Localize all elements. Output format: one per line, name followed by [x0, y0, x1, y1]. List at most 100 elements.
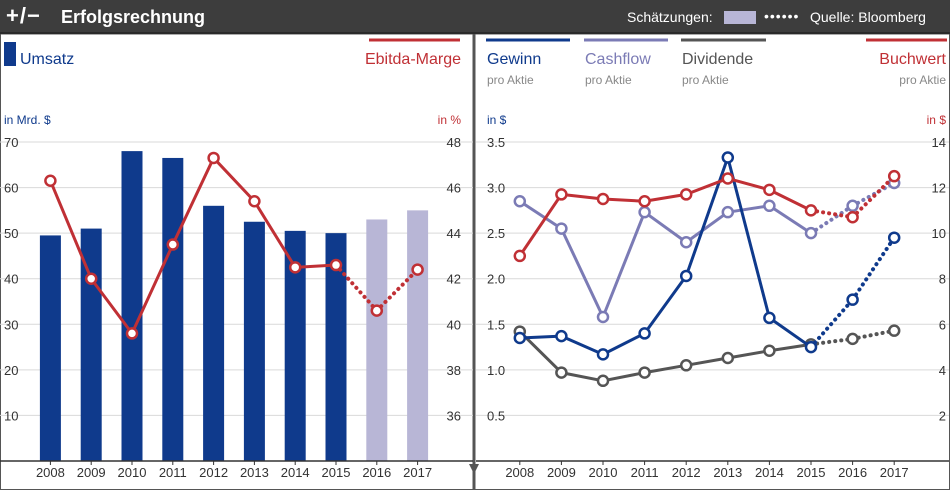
ebitda-marge-point — [125, 327, 139, 340]
x-tick-label: 2011 — [159, 465, 187, 480]
x-tick-label: 2017 — [403, 465, 432, 480]
cashflow-segment — [767, 204, 813, 235]
buchwert-segment — [767, 188, 813, 212]
right-chart: 0.5 1.0 1.5 2.0 2.5 3.0 3.5 2 4 6 8 10 12 14 2008 2009 2… — [476, 135, 949, 480]
ebitda-marge-point — [329, 258, 343, 272]
ebitda-marge-segment — [252, 199, 297, 269]
ebitda-marge-point — [44, 174, 57, 187]
gewinn-segment — [601, 331, 647, 356]
left-y-tick-label: 1.5 — [487, 317, 505, 332]
x-tick-label: 2009 — [77, 465, 106, 480]
right-y-tick-label: 46 — [447, 181, 461, 196]
estimates-label: Schätzungen: — [627, 9, 713, 25]
x-tick-label: 2014 — [755, 465, 784, 480]
x-tick-label: 2010 — [589, 465, 618, 480]
umsatz-bar-2010 — [121, 151, 143, 461]
right-y-tick-label: 8 — [939, 272, 946, 287]
dividende-point — [887, 324, 901, 337]
buchwert-point — [887, 169, 901, 183]
ebitda-marge-point — [288, 261, 302, 274]
buchwert-legend-sub: pro Aktie — [899, 73, 946, 87]
right-y-tick-label: 48 — [447, 135, 461, 150]
buchwert-point — [804, 204, 818, 217]
gewinn-segment — [726, 155, 771, 320]
right-y-tick-label: 42 — [447, 272, 461, 287]
ebitda-marge-segment — [171, 156, 216, 247]
left-y-tick-label: 20 — [4, 363, 18, 378]
buchwert-segment — [559, 192, 605, 201]
umsatz-bar-2008 — [39, 235, 61, 461]
right-y-tick-label: 10 — [932, 226, 946, 241]
cashflow-point — [513, 194, 527, 208]
cashflow-point — [721, 205, 735, 219]
buchwert-point — [763, 183, 776, 197]
left-y-tick-label: 3.0 — [487, 181, 505, 196]
chart-header: +/− Erfolgsrechnung Schätzungen: •••••• … — [0, 0, 950, 34]
cashflow-segment — [518, 199, 563, 231]
buchwert-point — [721, 172, 735, 185]
gewinn-point — [555, 329, 568, 343]
dividende-point — [679, 359, 693, 372]
cashflow-segment — [726, 204, 771, 214]
left-chart: 10 20 30 40 50 60 70 36 38 40 42 44 46 48 2008 2009 2010… — [0, 135, 473, 480]
cashflow-legend: Cashflow — [585, 51, 651, 68]
gewinn-point — [887, 231, 901, 244]
gewinn-segment — [809, 297, 855, 350]
plus-minus-icon: +/− — [6, 3, 41, 28]
gewinn-segment — [684, 155, 730, 278]
dividende-point — [763, 344, 776, 357]
cashflow-point — [804, 226, 818, 240]
gewinn-segment — [850, 235, 897, 302]
cashflow-legend-sub: pro Aktie — [585, 73, 632, 87]
x-tick-label: 2016 — [838, 465, 867, 480]
umsatz-bar-2015 — [325, 233, 347, 461]
right-y-tick-label: 38 — [447, 363, 461, 378]
gewinn-segment — [518, 334, 563, 340]
estimates-swatch — [724, 11, 756, 24]
buchwert-segment — [850, 174, 897, 220]
x-tick-label: 2008 — [505, 465, 534, 480]
ebitda-marge-point — [207, 151, 220, 165]
right-y-tick-label: 14 — [932, 135, 946, 150]
buchwert-legend: Buchwert — [879, 51, 946, 68]
x-tick-label: 2013 — [713, 465, 742, 480]
ebitda-marge-segment — [374, 267, 420, 313]
dividende-segment — [767, 342, 813, 353]
x-tick-label: 2011 — [631, 465, 659, 480]
left-unit-label: in Mrd. $ — [4, 113, 51, 127]
cashflow-segment — [684, 210, 730, 244]
gewinn-point — [846, 293, 859, 306]
ebitda-marge-point — [411, 263, 424, 276]
x-tick-label: 2016 — [362, 465, 391, 480]
gewinn-point — [804, 340, 818, 354]
umsatz-bar-2012 — [203, 205, 225, 461]
ebitda-marge-point — [166, 238, 180, 251]
umsatz-bar-2013 — [243, 221, 265, 461]
ebitda-marge-segment — [212, 156, 256, 203]
gewinn-point — [679, 269, 693, 283]
left-y-tick-label: 1.0 — [487, 363, 505, 378]
gewinn-segment — [767, 316, 813, 349]
source-label: Quelle: Bloomberg — [810, 9, 926, 25]
right-panel-left-unit: in $ — [487, 113, 507, 127]
cashflow-point — [763, 199, 776, 213]
buchwert-point — [513, 249, 527, 263]
left-y-tick-label: 70 — [4, 135, 18, 150]
cashflow-point — [555, 222, 568, 235]
x-tick-label: 2008 — [36, 465, 65, 480]
left-y-tick-label: 60 — [4, 181, 18, 196]
ebitda-marge-segment — [89, 277, 134, 335]
left-y-tick-label: 3.5 — [487, 135, 505, 150]
buchwert-segment — [684, 176, 730, 196]
gewinn-legend: Gewinn — [487, 51, 541, 68]
buchwert-point — [846, 210, 859, 224]
right-y-tick-label: 40 — [447, 317, 461, 332]
left-y-tick-label: 50 — [4, 226, 18, 241]
left-y-tick-label: 0.5 — [487, 408, 505, 423]
buchwert-segment — [601, 197, 647, 203]
buchwert-point — [555, 188, 568, 201]
x-tick-label: 2009 — [547, 465, 576, 480]
ebitda-marge-segment — [293, 263, 338, 269]
gewinn-legend-sub: pro Aktie — [487, 73, 534, 87]
gewinn-segment — [643, 274, 688, 335]
